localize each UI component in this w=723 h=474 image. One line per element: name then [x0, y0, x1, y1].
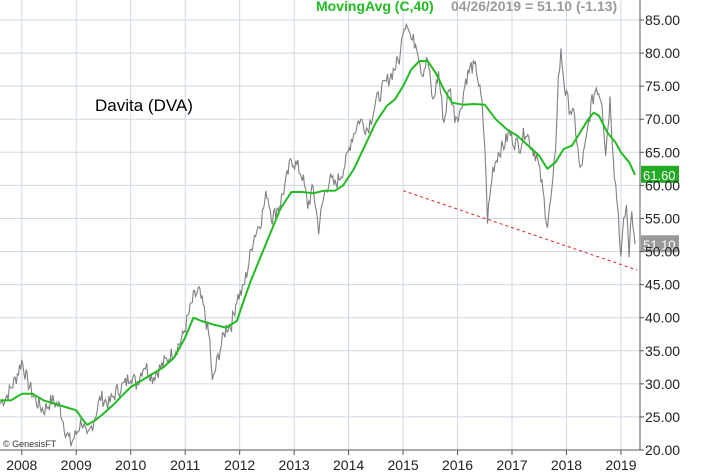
chart-title: Davita (DVA)	[95, 96, 193, 115]
x-tick-label: 2015	[387, 457, 418, 473]
y-tick-label: 80.00	[645, 45, 680, 61]
y-tick-label: 75.00	[645, 78, 680, 94]
x-tick-label: 2010	[115, 457, 146, 473]
x-tick-label: 2008	[6, 457, 37, 473]
y-tick-label: 35.00	[645, 343, 680, 359]
x-tick-label: 2014	[333, 457, 364, 473]
x-tick-label: 2009	[61, 457, 92, 473]
price-value-badge-label: 51.10	[643, 237, 676, 252]
legend-quote: 04/26/2019 = 51.10 (-1.13)	[451, 0, 617, 14]
x-tick-label: 2016	[442, 457, 473, 473]
value-badges: 61.60 51.10	[641, 165, 679, 253]
y-axis: 20.00 25.00 30.00 35.00 40.00 45.00 50.00 55.00…	[639, 0, 680, 458]
y-tick-label: 70.00	[645, 111, 680, 127]
credit-label: © GenesisFT	[3, 439, 57, 449]
legend-moving-average: MovingAvg (C,40)	[316, 0, 434, 14]
y-tick-label: 20.00	[645, 442, 680, 458]
y-tick-label: 85.00	[645, 12, 680, 28]
moving-average-line	[0, 60, 637, 426]
x-tick-label: 2018	[551, 457, 582, 473]
price-series-line	[0, 22, 636, 447]
y-tick-label: 30.00	[645, 376, 680, 392]
chart-series	[0, 22, 637, 447]
y-tick-label: 55.00	[645, 210, 680, 226]
trendline-dashed	[402, 190, 638, 271]
x-tick-label: 2019	[605, 457, 636, 473]
y-tick-label: 60.00	[645, 177, 680, 193]
x-axis: 2008 2009 2010 2011 2012 2013 2014 2015 2016 2017…	[0, 449, 640, 473]
y-tick-label: 25.00	[645, 409, 680, 425]
price-value-badge	[641, 235, 679, 253]
y-tick-label: 50.00	[645, 244, 680, 260]
chart-grid	[0, 0, 640, 451]
x-tick-label: 2017	[496, 457, 527, 473]
trendline	[402, 190, 638, 271]
x-tick-label: 2011	[170, 457, 200, 473]
x-tick-label: 2013	[279, 457, 310, 473]
ma-value-badge-label: 61.60	[643, 168, 676, 183]
y-tick-label: 65.00	[645, 144, 680, 160]
x-tick-label: 2012	[224, 457, 255, 473]
y-tick-label: 45.00	[645, 277, 680, 293]
y-tick-label: 40.00	[645, 310, 680, 326]
ma-value-badge	[641, 165, 679, 183]
